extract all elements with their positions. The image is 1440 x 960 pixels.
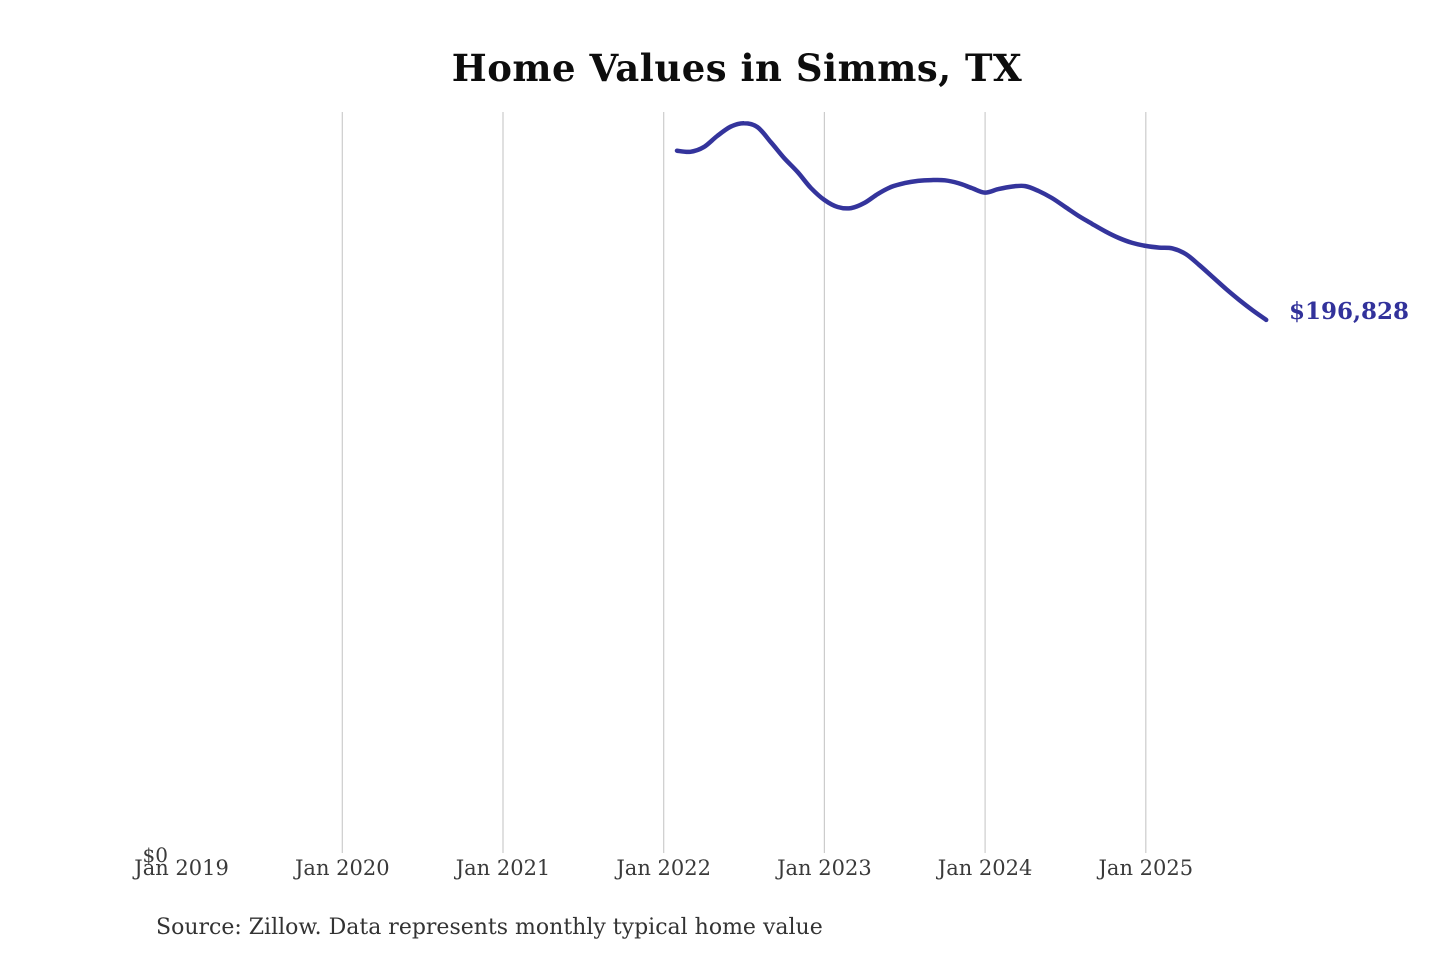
- x-tick-label: Jan 2020: [295, 856, 390, 880]
- x-tick-label: Jan 2019: [134, 856, 229, 880]
- x-tick-label: Jan 2023: [777, 856, 872, 880]
- home-value-trend-line: [674, 120, 1269, 323]
- x-tick-label: Jan 2024: [937, 856, 1033, 880]
- chart-title: Home Values in Simms, TX: [451, 46, 1023, 90]
- latest-value-label: $196,828: [1289, 298, 1410, 325]
- x-tick-label: Jan 2022: [616, 856, 711, 880]
- y-axis-zero-label: $0: [142, 843, 168, 867]
- source-caption: Source: Zillow. Data represents monthly …: [156, 915, 823, 940]
- x-tick-label: Jan 2021: [455, 856, 551, 880]
- x-tick-label: Jan 2025: [1098, 856, 1194, 880]
